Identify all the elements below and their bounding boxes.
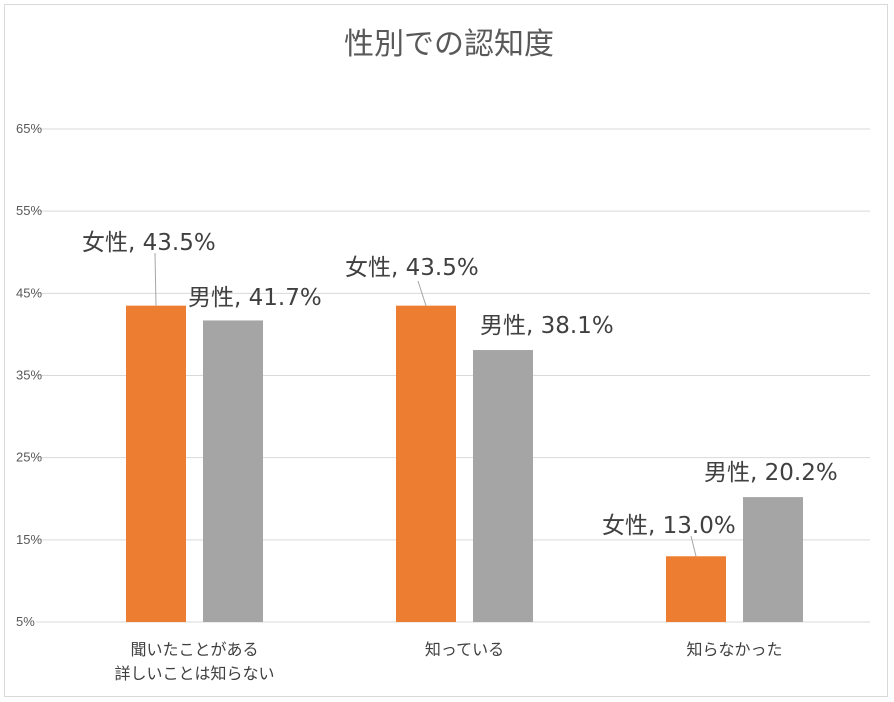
bars — [126, 305, 803, 622]
y-tick-label: 35% — [16, 368, 42, 383]
bar-female-1 — [396, 305, 456, 622]
data-label-female-2: 女性, 13.0% — [602, 513, 736, 539]
data-label-female-0: 女性, 43.5% — [82, 230, 216, 256]
y-tick-label: 55% — [16, 203, 42, 218]
y-tick-label: 5% — [16, 614, 35, 629]
y-axis-ticks: 5% 15% 25% 35% 45% 55% 65% — [16, 121, 42, 629]
x-category-label: 知らなかった — [686, 640, 782, 659]
bar-male-0 — [203, 320, 263, 622]
label-leader-line — [417, 280, 427, 306]
data-label-male-1: 男性, 38.1% — [480, 313, 614, 339]
data-labels: 女性, 43.5% 女性, 43.5% 女性, 13.0% 男性, 41.7% 男性, … — [82, 230, 838, 539]
x-category-label: 聞いたことがある — [130, 640, 258, 659]
bar-male-2 — [743, 497, 803, 622]
label-leader-line — [690, 535, 697, 557]
y-tick-label: 65% — [16, 121, 42, 136]
x-category-label: 知っている — [425, 640, 504, 659]
x-category-label: 詳しいことは知らない — [114, 664, 274, 683]
label-leaders — [154, 252, 697, 557]
y-tick-label: 15% — [16, 532, 42, 547]
bar-male-1 — [473, 350, 533, 622]
chart-title: 性別での認知度 — [344, 27, 554, 62]
label-leader-line — [154, 252, 157, 306]
data-label-male-0: 男性, 41.7% — [188, 285, 322, 311]
y-tick-label: 45% — [16, 285, 42, 300]
data-label-male-2: 男性, 20.2% — [704, 460, 838, 486]
bar-female-2 — [666, 556, 726, 622]
data-label-female-1: 女性, 43.5% — [345, 255, 479, 281]
y-tick-label: 25% — [16, 450, 42, 465]
bar-female-0 — [126, 305, 186, 622]
